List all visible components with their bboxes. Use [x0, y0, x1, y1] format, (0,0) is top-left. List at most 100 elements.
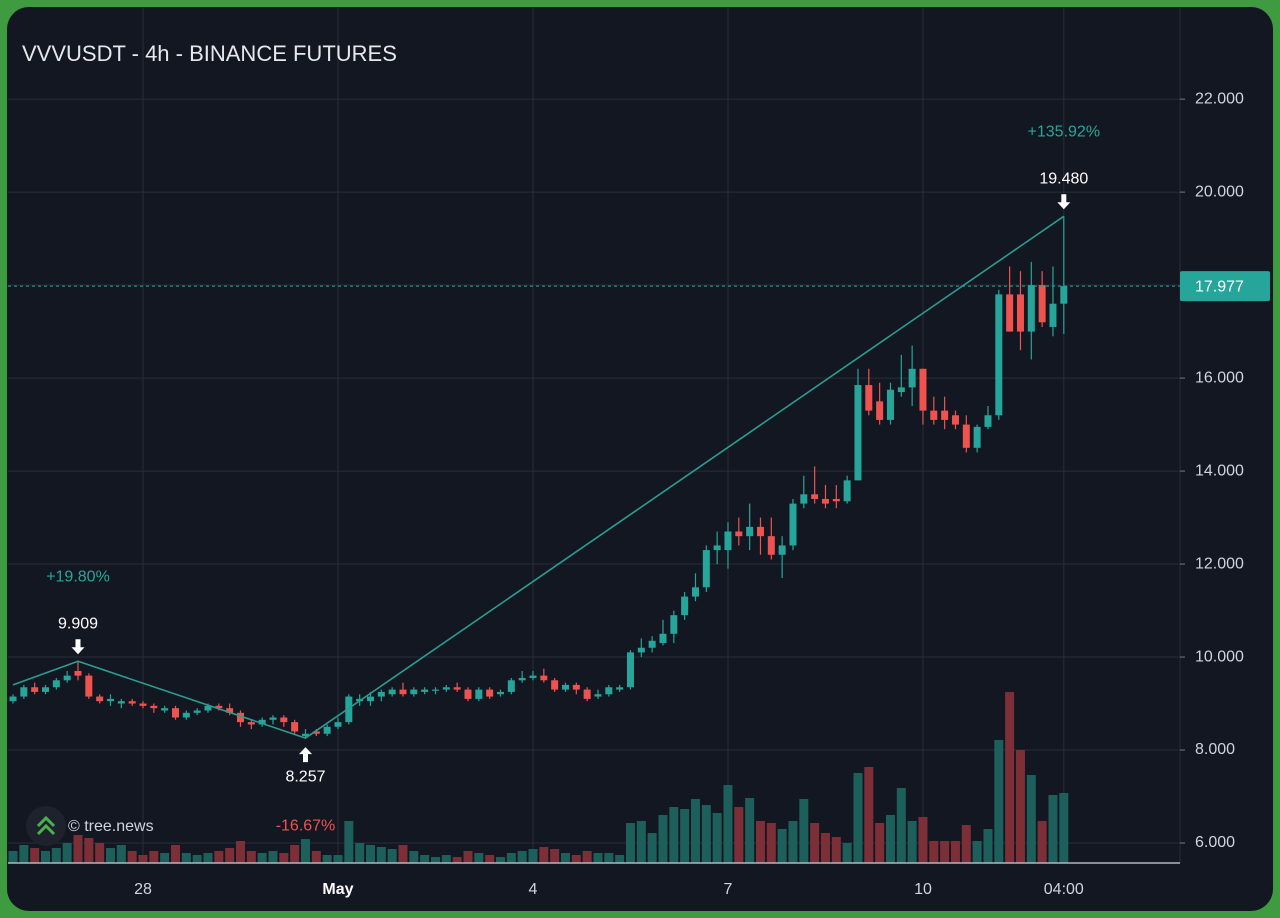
volume-bar	[127, 851, 137, 863]
x-tick-label: May	[322, 881, 353, 898]
volume-bar	[615, 855, 625, 863]
volume-bar	[669, 807, 679, 863]
volume-bar	[560, 853, 570, 863]
candle-body	[518, 677, 526, 681]
candle-body	[388, 689, 396, 695]
candle-body	[161, 708, 169, 711]
volume-bar	[582, 851, 592, 863]
y-tick-label: 14.000	[1195, 462, 1244, 479]
watermark: © tree.news	[26, 806, 154, 846]
candle-body	[226, 708, 234, 713]
volume-bar	[1059, 793, 1069, 863]
candle-body	[1006, 294, 1014, 332]
candle-body	[919, 368, 927, 411]
volume-bar	[950, 841, 960, 863]
volume-bar	[268, 851, 278, 863]
pivot-label: 9.909	[58, 615, 98, 632]
volume-bar	[376, 847, 386, 863]
candle-body	[713, 545, 721, 551]
volume-bar	[625, 823, 635, 863]
volume-bar	[203, 853, 213, 863]
volume-bar	[745, 798, 755, 863]
candle-body	[681, 596, 689, 616]
candle-body	[1027, 285, 1035, 332]
candle-body	[377, 691, 385, 697]
y-tick-label: 8.000	[1195, 741, 1235, 758]
candle-body	[399, 689, 407, 695]
candle-body	[323, 726, 331, 734]
candle-body	[171, 708, 179, 718]
candle-body	[486, 689, 494, 697]
candle-body	[876, 401, 884, 420]
candle-body	[908, 368, 916, 388]
candle-body	[735, 531, 743, 537]
volume-bar	[766, 823, 776, 863]
candle-body	[984, 415, 992, 427]
candle-body	[366, 696, 374, 702]
volume-bar	[929, 841, 939, 863]
candle-body	[778, 545, 786, 555]
candle-body	[236, 712, 244, 723]
candle-body	[291, 722, 299, 732]
candle-body	[204, 705, 212, 711]
volume-bar	[214, 851, 224, 863]
y-tick-label: 16.000	[1195, 369, 1244, 386]
candle-body	[626, 652, 634, 688]
volume-bar	[940, 841, 950, 863]
volume-bar	[799, 799, 809, 863]
volume-bar	[290, 845, 300, 863]
volume-bar	[409, 851, 419, 863]
candle-body	[312, 731, 320, 734]
candle-body	[421, 689, 429, 692]
volume-bar	[192, 855, 202, 863]
volume-bar	[344, 821, 354, 863]
pivot-arrow	[71, 639, 85, 655]
candle-body	[821, 498, 829, 504]
volume-bar	[257, 853, 267, 863]
candle-body	[1016, 294, 1024, 332]
volume-bar	[658, 815, 668, 863]
candle-body	[973, 426, 981, 448]
volume-bar	[333, 855, 343, 863]
volume-bar	[701, 805, 711, 863]
volume-bar	[19, 845, 29, 863]
volume-bar	[961, 825, 971, 863]
candle-body	[941, 410, 949, 420]
pivot-change: -16.67%	[276, 817, 336, 834]
candle-body	[702, 550, 710, 588]
candle-body	[583, 689, 591, 699]
volume-bar	[8, 851, 18, 863]
volume-bar	[506, 853, 516, 863]
volume-bar	[430, 857, 440, 863]
volume-bar	[1048, 795, 1058, 863]
candle-body	[811, 494, 819, 499]
y-tick-label: 10.000	[1195, 648, 1244, 665]
volume-bar	[62, 843, 72, 863]
volume-bar	[647, 833, 657, 863]
candle-body	[746, 526, 754, 537]
candle-body	[659, 633, 667, 644]
candle-body	[767, 536, 775, 555]
volume-bar	[116, 845, 126, 863]
pivot-arrow	[298, 747, 312, 763]
candle-body	[334, 722, 342, 727]
candle-body	[962, 424, 970, 448]
volume-bar	[225, 848, 235, 863]
candle-body	[193, 710, 201, 713]
volume-bar	[300, 839, 310, 863]
volume-bar	[712, 813, 722, 863]
candle-body	[854, 385, 862, 481]
x-tick-label: 7	[724, 881, 733, 898]
candle-body	[139, 703, 147, 706]
candle-body	[648, 640, 656, 648]
volume-bar	[441, 855, 451, 863]
logo-icon	[36, 815, 56, 836]
volume-bar	[355, 843, 365, 863]
volume-bar	[235, 841, 245, 863]
candle-body	[1060, 286, 1068, 304]
volume-bar	[690, 799, 700, 863]
candle-body	[117, 701, 125, 704]
candle-body	[561, 684, 569, 690]
candle-body	[280, 717, 288, 723]
volume-bar	[279, 853, 289, 863]
